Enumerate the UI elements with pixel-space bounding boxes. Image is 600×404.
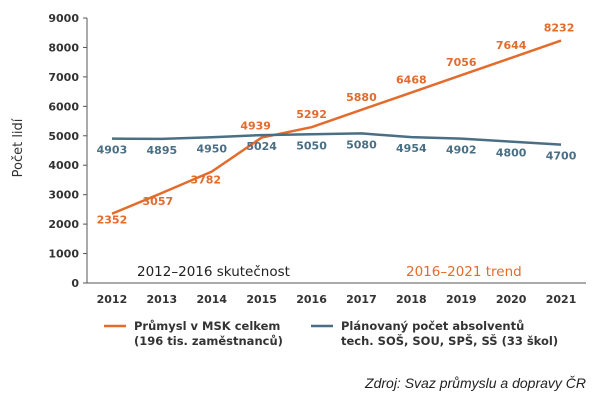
- series-line-industry: [111, 39, 562, 215]
- x-tick-label: 2015: [246, 293, 277, 306]
- data-label-industry: 3782: [190, 174, 221, 187]
- series-line-graduates: [111, 132, 562, 146]
- y-tick-label: 0: [71, 277, 79, 290]
- data-label-industry: 2352: [97, 214, 128, 227]
- x-tick-labels: 2012 2013 2014 2015 2016 2017 2018 2019 2020 2021: [97, 293, 577, 306]
- data-label-industry: 8232: [544, 22, 575, 35]
- data-label-graduates: 4954: [396, 142, 427, 155]
- data-labels: 2352 3057 3782 4939 5292 5880 6468 7056 7644 8232…: [97, 22, 577, 227]
- y-tick-label: 4000: [48, 159, 79, 172]
- axes: [83, 17, 586, 284]
- data-label-industry: 7644: [496, 39, 527, 52]
- x-tick-label: 2020: [496, 293, 527, 306]
- data-label-graduates: 5080: [346, 138, 377, 151]
- y-axis-label: Počet lidí: [11, 118, 26, 177]
- legend: Průmysl v MSK celkem(196 tis. zaměstnanc…: [104, 319, 558, 348]
- source-note: Zdroj: Svaz průmyslu a dopravy ČR: [365, 375, 586, 391]
- y-tick-label: 8000: [48, 41, 79, 54]
- series-lines: [111, 39, 562, 215]
- y-tick-label: 5000: [48, 130, 79, 143]
- data-label-graduates: 5024: [246, 140, 277, 153]
- x-tick-label: 2018: [396, 293, 427, 306]
- y-tick-label: 9000: [48, 12, 79, 25]
- data-label-graduates: 4902: [446, 144, 477, 157]
- data-label-graduates: 4800: [496, 147, 527, 160]
- data-label-graduates: 5050: [296, 139, 327, 152]
- data-label-industry: 5880: [346, 91, 377, 104]
- data-label-graduates: 4895: [147, 144, 178, 157]
- x-tick-label: 2021: [546, 293, 577, 306]
- y-tick-label: 1000: [48, 248, 79, 261]
- x-tick-label: 2012: [97, 293, 128, 306]
- legend-label: (196 tis. zaměstnanců): [134, 334, 283, 348]
- y-tick-label: 6000: [48, 100, 79, 113]
- legend-label: Plánovaný počet absolventů: [341, 319, 524, 333]
- data-label-graduates: 4950: [196, 142, 227, 155]
- x-tick-label: 2016: [296, 293, 327, 306]
- x-tick-label: 2017: [346, 293, 377, 306]
- legend-label: Průmysl v MSK celkem: [134, 319, 280, 333]
- legend-label: tech. SOŠ, SOU, SPŠ, SŠ (33 škol): [341, 333, 558, 348]
- y-tick-labels: 0 1000 2000 3000 4000 5000 6000 7000 8000 9000: [48, 12, 79, 290]
- data-label-industry: 7056: [446, 56, 477, 69]
- data-label-industry: 3057: [143, 195, 174, 208]
- data-label-industry: 5292: [296, 108, 327, 121]
- y-tick-label: 3000: [48, 189, 79, 202]
- y-tick-label: 7000: [48, 71, 79, 84]
- data-label-graduates: 4903: [97, 144, 128, 157]
- data-label-graduates: 4700: [546, 150, 577, 163]
- period-label-actual: 2012–2016 skutečnost: [137, 264, 290, 280]
- x-tick-label: 2014: [196, 293, 227, 306]
- y-tick-label: 2000: [48, 218, 79, 231]
- x-tick-label: 2019: [446, 293, 477, 306]
- data-label-industry: 4939: [240, 120, 271, 133]
- x-tick-label: 2013: [147, 293, 178, 306]
- period-label-trend: 2016–2021 trend: [406, 264, 522, 280]
- data-label-industry: 6468: [396, 74, 427, 87]
